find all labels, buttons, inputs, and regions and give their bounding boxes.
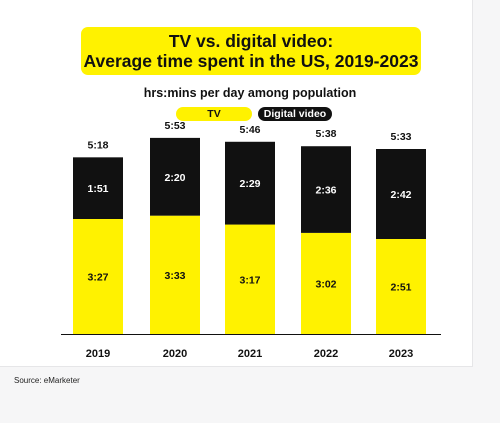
bar-tv-2022 (301, 232, 351, 334)
chart-title-box: TV vs. digital video: Average time spent… (81, 27, 421, 75)
data-label-digital-video-2021: 2:29 (239, 178, 260, 190)
total-label-2022: 5:38 (315, 128, 336, 140)
data-label-tv-2023: 2:51 (390, 282, 411, 294)
total-label-2023: 5:33 (390, 131, 411, 143)
bar-digital-video-2022 (301, 146, 351, 233)
data-label-digital-video-2020: 2:20 (164, 172, 185, 184)
data-label-digital-video-2019: 1:51 (87, 183, 108, 195)
chart-subtitle: hrs:mins per day among population (143, 86, 357, 100)
bar-tv-2020 (150, 215, 200, 334)
source-note: Source: eMarketer (14, 376, 80, 385)
data-label-tv-2022: 3:02 (315, 278, 336, 290)
data-label-tv-2019: 3:27 (87, 272, 108, 284)
total-label-2019: 5:18 (87, 139, 108, 151)
chart-card: TV vs. digital video: Average time spent… (0, 0, 473, 367)
x-tick-label-2020: 2020 (163, 348, 187, 360)
chart-title-line1: TV vs. digital video: (168, 31, 334, 51)
data-label-tv-2020: 3:33 (164, 270, 185, 282)
x-tick-label-2023: 2023 (389, 348, 413, 360)
data-label-digital-video-2022: 2:36 (315, 185, 336, 197)
bar-digital-video-2020 (150, 137, 200, 216)
bar-digital-video-2021 (225, 141, 275, 225)
x-tick-label-2021: 2021 (238, 348, 262, 360)
x-tick-label-2019: 2019 (86, 348, 110, 360)
legend-item-digital-video: Digital video (258, 107, 332, 121)
stacked-bar-chart: 3:27 1:51 5:18 2019 3:33 2:20 5:53 2020 3:17 2:29… (61, 120, 441, 360)
data-label-tv-2021: 3:17 (239, 274, 260, 286)
bar-tv-2019 (73, 219, 123, 334)
bar-tv-2023 (376, 239, 426, 334)
chart-title-line2: Average time spent in the US, 2019-2023 (83, 51, 419, 71)
bar-digital-video-2019 (73, 157, 123, 219)
data-label-digital-video-2023: 2:42 (390, 189, 411, 201)
legend-item-tv: TV (176, 107, 252, 121)
x-tick-label-2022: 2022 (314, 348, 338, 360)
bar-tv-2021 (225, 224, 275, 334)
total-label-2020: 5:53 (164, 120, 185, 132)
total-label-2021: 5:46 (239, 124, 260, 136)
bar-digital-video-2023 (376, 149, 426, 239)
